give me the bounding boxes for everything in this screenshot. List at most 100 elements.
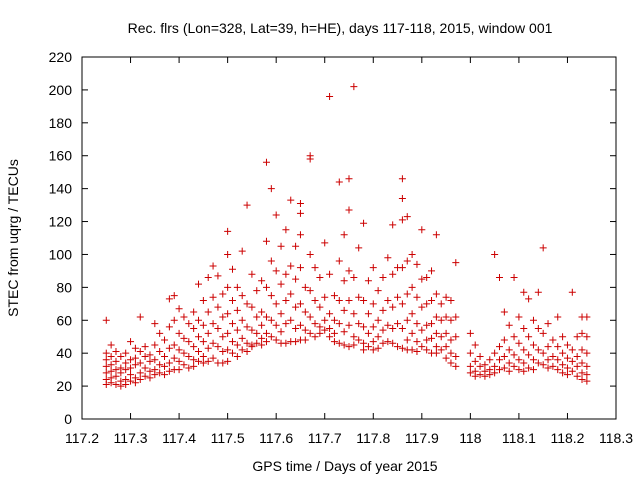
data-point bbox=[583, 313, 591, 321]
data-point bbox=[248, 270, 256, 278]
data-point bbox=[544, 356, 552, 364]
data-point bbox=[578, 359, 586, 367]
y-tick-label: 120 bbox=[49, 214, 73, 230]
data-point bbox=[190, 308, 198, 316]
plot-frame bbox=[81, 56, 617, 420]
data-point bbox=[573, 333, 581, 341]
data-point bbox=[248, 326, 256, 334]
x-tick-label: 118.2 bbox=[550, 430, 584, 446]
data-point bbox=[185, 364, 193, 372]
data-point bbox=[452, 352, 460, 360]
data-point bbox=[452, 333, 460, 341]
data-point bbox=[136, 313, 144, 321]
data-point bbox=[102, 369, 110, 377]
data-point bbox=[292, 303, 300, 311]
data-point bbox=[428, 267, 436, 275]
data-point bbox=[224, 310, 232, 318]
data-point bbox=[394, 320, 402, 328]
data-point bbox=[418, 226, 426, 234]
data-point bbox=[369, 323, 377, 331]
data-point bbox=[238, 247, 246, 255]
data-point bbox=[340, 341, 348, 349]
data-point bbox=[398, 344, 406, 352]
data-point bbox=[107, 341, 115, 349]
data-point bbox=[170, 316, 178, 324]
data-point bbox=[442, 343, 450, 351]
x-tick-label: 117.6 bbox=[259, 430, 293, 446]
data-point bbox=[248, 343, 256, 351]
data-point bbox=[107, 367, 115, 375]
data-point bbox=[224, 227, 232, 235]
data-point bbox=[437, 300, 445, 308]
data-point bbox=[204, 357, 212, 365]
data-point bbox=[321, 239, 329, 247]
data-point bbox=[209, 262, 217, 270]
data-point bbox=[301, 308, 309, 316]
data-point bbox=[301, 336, 309, 344]
data-point bbox=[408, 310, 416, 318]
data-point bbox=[219, 359, 227, 367]
data-point bbox=[306, 313, 314, 321]
data-point bbox=[127, 338, 135, 346]
data-point bbox=[180, 361, 188, 369]
data-point bbox=[578, 369, 586, 377]
data-point bbox=[306, 155, 314, 163]
data-point bbox=[539, 329, 547, 337]
data-point bbox=[432, 313, 440, 321]
data-point bbox=[447, 359, 455, 367]
y-axis-label: STEC from uqrg / TECUs bbox=[5, 159, 21, 317]
data-point bbox=[408, 283, 416, 291]
data-point bbox=[525, 333, 533, 341]
data-point bbox=[345, 206, 353, 214]
data-point bbox=[122, 366, 130, 374]
data-point bbox=[321, 326, 329, 334]
data-point bbox=[233, 283, 241, 291]
data-point bbox=[583, 333, 591, 341]
data-point bbox=[219, 290, 227, 298]
data-point bbox=[515, 356, 523, 364]
data-point bbox=[141, 343, 149, 351]
data-point bbox=[534, 288, 542, 296]
data-point bbox=[568, 288, 576, 296]
data-point bbox=[350, 273, 358, 281]
data-point bbox=[432, 290, 440, 298]
data-point bbox=[374, 344, 382, 352]
data-point bbox=[277, 280, 285, 288]
data-point bbox=[190, 343, 198, 351]
data-point bbox=[151, 371, 159, 379]
data-point bbox=[262, 283, 270, 291]
data-point bbox=[442, 293, 450, 301]
y-tick-label: 180 bbox=[49, 115, 73, 131]
data-point bbox=[573, 372, 581, 380]
data-point bbox=[238, 334, 246, 342]
data-point bbox=[364, 343, 372, 351]
data-point bbox=[161, 371, 169, 379]
data-point bbox=[136, 376, 144, 384]
data-point bbox=[262, 158, 270, 166]
y-tick-label: 220 bbox=[49, 49, 73, 65]
data-point bbox=[491, 250, 499, 258]
data-point bbox=[156, 369, 164, 377]
data-point bbox=[253, 329, 261, 337]
data-point bbox=[452, 259, 460, 267]
data-point bbox=[311, 297, 319, 305]
y-tick-label: 100 bbox=[49, 246, 73, 262]
y-tick-label: 0 bbox=[64, 411, 72, 427]
data-point bbox=[156, 329, 164, 337]
data-point bbox=[316, 329, 324, 337]
data-point bbox=[418, 343, 426, 351]
data-point bbox=[127, 377, 135, 385]
data-point bbox=[355, 244, 363, 252]
data-point bbox=[418, 275, 426, 283]
data-point bbox=[568, 367, 576, 375]
data-point bbox=[185, 352, 193, 360]
x-tick-label: 117.9 bbox=[405, 430, 439, 446]
data-point bbox=[432, 329, 440, 337]
data-point bbox=[296, 300, 304, 308]
data-point bbox=[209, 320, 217, 328]
data-point bbox=[345, 343, 353, 351]
data-point bbox=[529, 316, 537, 324]
data-point bbox=[369, 264, 377, 272]
data-point bbox=[398, 264, 406, 272]
